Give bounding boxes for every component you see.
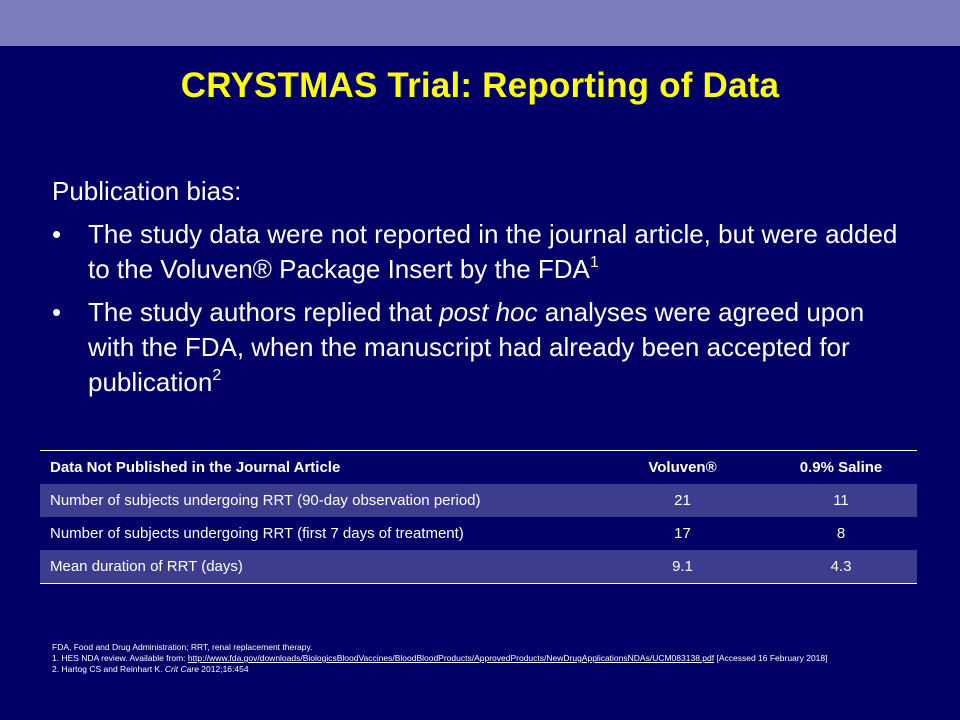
table-cell: 9.1 [672,558,693,575]
slide-body: Publication bias: • The study data were … [52,174,902,408]
unpublished-data-table: Data Not Published in the Journal Articl… [40,450,917,584]
table-cell: 11 [833,492,849,509]
table-row: Mean duration of RRT (days) 9.1 4.3 [40,550,917,584]
top-band [0,0,960,46]
lead-text: Publication bias: [52,176,242,206]
table-cell: 21 [674,492,691,509]
reference-1: 1. HES NDA review. Available from: http:… [52,653,828,663]
table-cell: 8 [836,525,846,542]
table-header-row: Data Not Published in the Journal Articl… [40,450,917,485]
bullet-glyph: • [52,219,62,249]
reference-1-link[interactable]: http://www.fda.gov/downloads/BiologicsBl… [187,653,715,663]
bullet-1-text: The study data were not reported in the … [88,219,898,284]
reference-marker: 1 [589,254,599,271]
bullet-item: • The study authors replied that post ho… [52,295,902,400]
header-cell: Data Not Published in the Journal Articl… [50,459,341,476]
bullet-item: • The study data were not reported in th… [52,217,902,287]
bullet-glyph: • [52,297,62,327]
table-cell: Number of subjects undergoing RRT (first… [50,525,464,542]
slide-title: CRYSTMAS Trial: Reporting of Data [180,66,780,105]
table-cell: 17 [674,525,691,542]
table-cell: Number of subjects undergoing RRT (90-da… [50,492,481,509]
reference-2: 2. Hartog CS and Reinhart K. Crit Care 2… [52,664,249,674]
bullet-2-text-post: analyses were agreed upon with the FDA, … [88,297,865,397]
footnotes: FDA, Food and Drug Administration; RRT, … [52,642,912,675]
bullet-2-italic: post hoc [439,297,538,327]
reference-marker: 2 [212,367,222,384]
table-row: Number of subjects undergoing RRT (90-da… [40,484,917,517]
table-row: Number of subjects undergoing RRT (first… [40,517,917,550]
bullet-2-text-pre: The study authors replied that [88,297,440,327]
header-cell: Voluven® [648,459,717,476]
table-cell: 4.3 [830,558,852,575]
abbreviations-footnote: FDA, Food and Drug Administration; RRT, … [52,642,313,652]
header-cell: 0.9% Saline [799,459,883,476]
table-cell: Mean duration of RRT (days) [50,558,243,575]
